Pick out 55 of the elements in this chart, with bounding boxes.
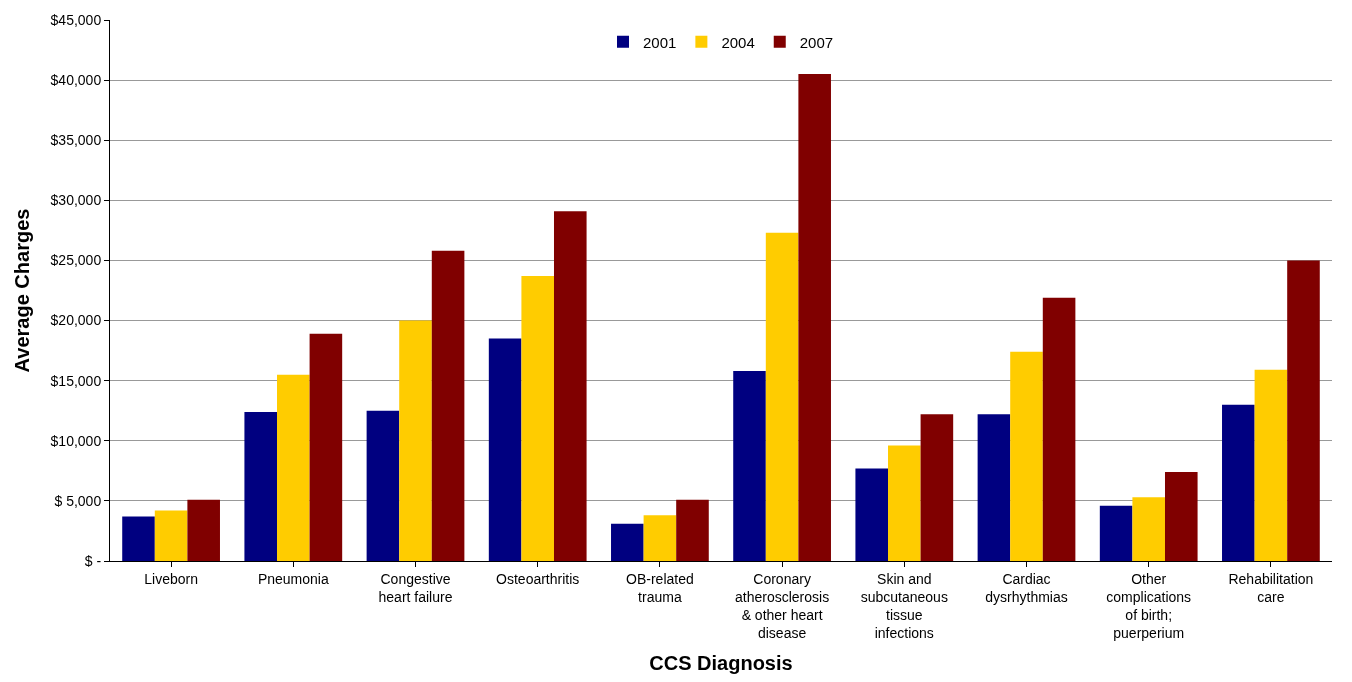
y-tick-label: $30,000: [50, 192, 102, 209]
x-tick-label: Pneumonia: [257, 570, 329, 587]
bar: [1164, 472, 1198, 561]
bar: [553, 211, 587, 561]
bar: [309, 333, 343, 561]
bar: [1010, 351, 1043, 561]
bar: [920, 414, 954, 561]
bar: [643, 515, 677, 561]
x-tick-label: Rehabilitation care: [1228, 570, 1314, 605]
bar: [1132, 497, 1165, 561]
x-axis-title: CCS Diagnosis: [649, 651, 793, 674]
bar: [366, 410, 400, 561]
y-tick-label: $15,000: [50, 372, 102, 389]
y-tick-label: $25,000: [50, 252, 102, 269]
y-axis-title: Average Charges: [11, 208, 34, 373]
x-tick-label: OB-related trauma: [626, 570, 694, 605]
y-tick-label: $45,000: [50, 11, 102, 28]
bar: [187, 499, 220, 561]
y-tick-label: $20,000: [50, 312, 102, 329]
x-tick-label: Other complications of birth; puerperium: [1106, 570, 1192, 642]
bar: [244, 411, 278, 561]
y-tick-label: $ 5,000: [54, 492, 102, 509]
bar: [611, 523, 644, 561]
bar: [431, 250, 465, 561]
bar: [488, 338, 522, 561]
x-tick-label: Congestive heart failure: [378, 570, 453, 605]
legend-label: 2001: [643, 33, 677, 51]
bar: [1042, 297, 1076, 561]
bar: [798, 74, 831, 561]
bar: [1099, 505, 1133, 561]
bar: [733, 371, 766, 561]
bar: [1254, 369, 1288, 561]
x-tick-label: Liveborn: [144, 570, 198, 587]
y-tick-label: $10,000: [50, 432, 102, 449]
bar: [888, 445, 921, 561]
y-tick-label: $ -: [84, 552, 102, 569]
x-tick-label: Osteoarthritis: [496, 570, 580, 587]
bar: [977, 414, 1011, 561]
bar: [521, 276, 554, 561]
y-tick-label: $35,000: [50, 132, 102, 149]
bar: [1287, 260, 1320, 561]
legend-label: 2004: [721, 33, 755, 51]
bar: [399, 320, 432, 561]
x-tick-label: Cardiac dysrhythmias: [985, 570, 1068, 605]
x-tick-label: Coronary atherosclerosis & other heart disease: [735, 570, 830, 642]
bar: [765, 232, 799, 561]
y-tick-label: $40,000: [50, 72, 102, 89]
x-tick-label: Skin and subcutaneous tissue infections: [860, 570, 948, 642]
bar: [1222, 404, 1255, 561]
bar: [676, 499, 709, 561]
bar: [122, 516, 155, 561]
bar: [277, 374, 310, 561]
legend-label: 2007: [799, 33, 834, 51]
bar: [855, 468, 889, 561]
bar: [154, 510, 188, 561]
